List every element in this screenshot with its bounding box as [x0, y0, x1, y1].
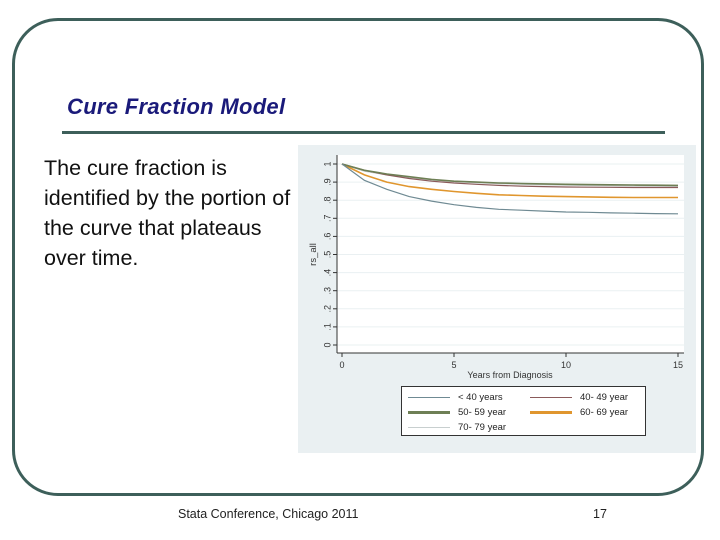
svg-text:15: 15 [673, 360, 683, 370]
svg-text:.3: .3 [322, 287, 332, 295]
legend-item: 50- 59 year [408, 407, 506, 418]
legend-swatch [530, 411, 572, 414]
footer-conference: Stata Conference, Chicago 2011 [178, 507, 359, 521]
svg-text:5: 5 [451, 360, 456, 370]
legend-label: 40- 49 year [580, 392, 629, 403]
title-divider [62, 131, 665, 134]
chart-legend: < 40 years 40- 49 year 50- 59 year 60- 69 y… [401, 386, 646, 436]
svg-text:Years from Diagnosis: Years from Diagnosis [467, 370, 553, 380]
legend-item: 60- 69 year [530, 407, 628, 418]
legend-label: 60- 69 year [580, 407, 629, 418]
svg-text:.5: .5 [322, 251, 332, 259]
legend-swatch [408, 411, 450, 414]
legend-item: < 40 years [408, 392, 503, 403]
svg-text:1: 1 [322, 161, 332, 166]
legend-label: < 40 years [458, 392, 503, 403]
survival-chart: 0.1.2.3.4.5.6.7.8.9 1 0 5 10 15 Years from Dia… [298, 145, 696, 453]
svg-text:.6: .6 [322, 233, 332, 241]
legend-item: 40- 49 year [530, 392, 628, 403]
legend-swatch [408, 397, 450, 398]
svg-text:rs_all: rs_all [308, 243, 319, 266]
slide-title: Cure Fraction Model [67, 94, 286, 119]
legend-swatch [530, 397, 572, 398]
legend-item: 70- 79 year [408, 422, 506, 433]
legend-swatch [408, 427, 450, 428]
svg-text:10: 10 [561, 360, 571, 370]
svg-text:.9: .9 [322, 178, 332, 186]
svg-text:.7: .7 [322, 215, 332, 223]
page-number: 17 [593, 507, 607, 521]
legend-label: 50- 59 year [458, 407, 507, 418]
slide-body-text: The cure fraction is identified by the p… [44, 156, 291, 270]
legend-label: 70- 79 year [458, 422, 507, 433]
svg-text:.2: .2 [322, 305, 332, 313]
svg-text:.4: .4 [322, 269, 332, 277]
svg-text:0: 0 [322, 342, 332, 347]
svg-text:0: 0 [339, 360, 344, 370]
slide-frame [12, 18, 704, 496]
svg-text:.8: .8 [322, 196, 332, 204]
svg-text:.1: .1 [322, 323, 332, 331]
